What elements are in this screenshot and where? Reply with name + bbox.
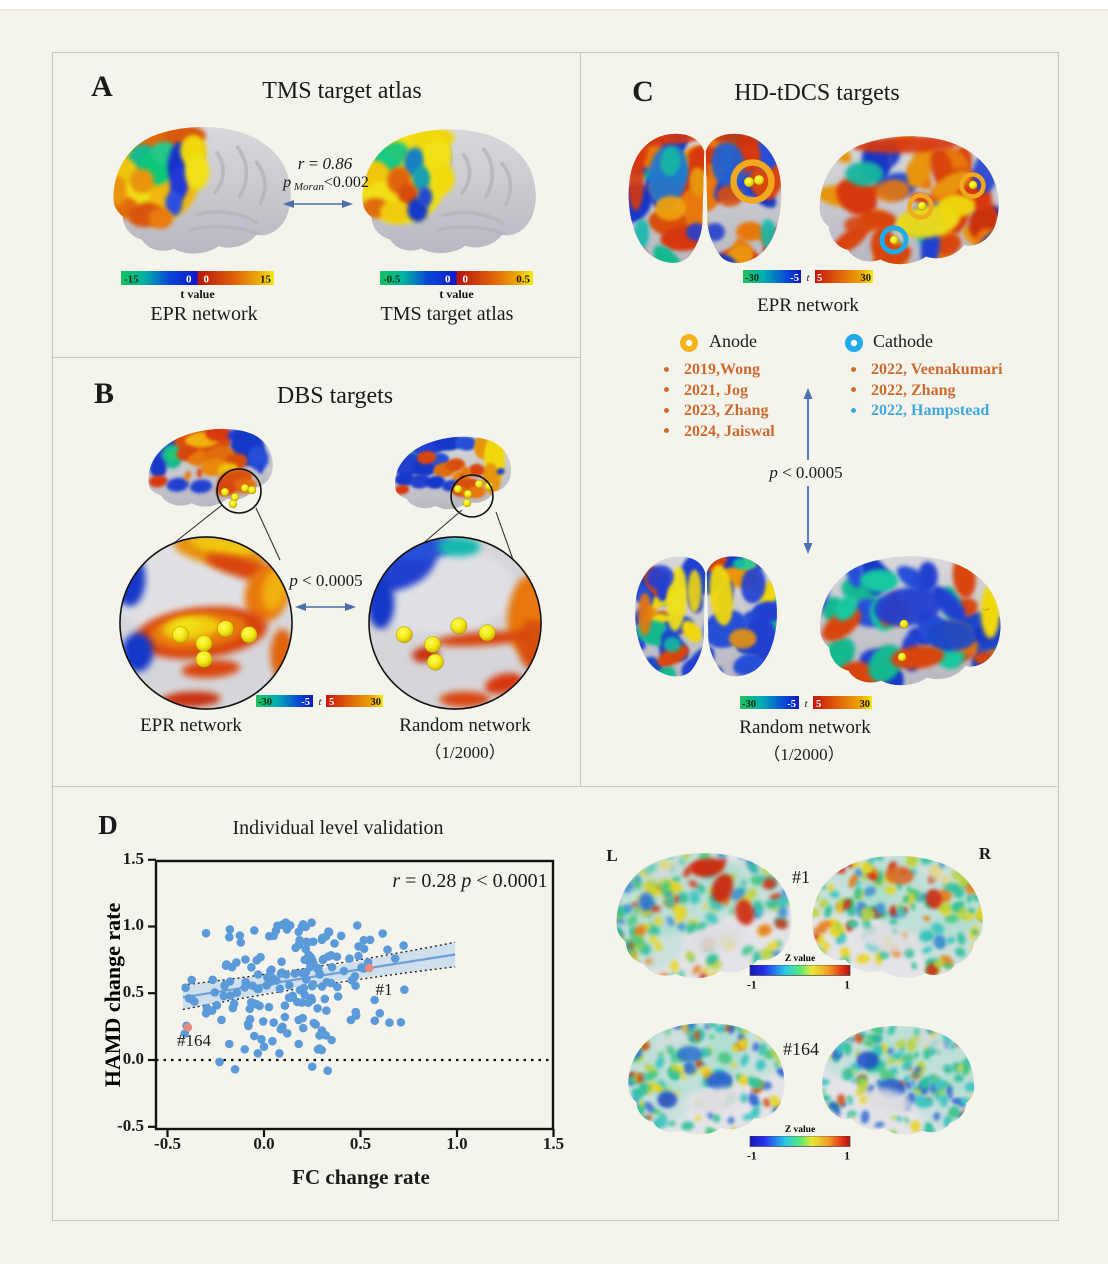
svg-text:-30: -30 bbox=[745, 273, 759, 283]
svg-text:-5: -5 bbox=[790, 273, 799, 283]
svg-text:t: t bbox=[318, 696, 322, 707]
svg-text:0: 0 bbox=[463, 274, 469, 286]
svg-text:-30: -30 bbox=[258, 697, 272, 707]
svg-text:0: 0 bbox=[204, 274, 210, 286]
svg-text:-15: -15 bbox=[124, 274, 139, 286]
svg-text:-1: -1 bbox=[747, 1151, 757, 1163]
svg-text:t: t bbox=[804, 698, 808, 709]
svg-text:0: 0 bbox=[445, 274, 451, 286]
svg-text:-1: -1 bbox=[747, 980, 757, 992]
svg-text:t: t bbox=[806, 272, 810, 283]
svg-text:-0.5: -0.5 bbox=[383, 274, 401, 286]
svg-text:15: 15 bbox=[260, 274, 272, 286]
svg-text:5: 5 bbox=[817, 273, 822, 283]
svg-text:-5: -5 bbox=[787, 699, 796, 709]
svg-text:30: 30 bbox=[371, 697, 382, 707]
svg-text:5: 5 bbox=[329, 697, 334, 707]
svg-text:30: 30 bbox=[860, 699, 871, 709]
svg-text:0: 0 bbox=[186, 274, 192, 286]
svg-text:-5: -5 bbox=[301, 697, 310, 707]
svg-text:5: 5 bbox=[816, 699, 821, 709]
svg-text:t value: t value bbox=[439, 287, 474, 301]
svg-text:30: 30 bbox=[861, 273, 872, 283]
svg-text:1: 1 bbox=[844, 1151, 850, 1163]
svg-text:0.5: 0.5 bbox=[516, 274, 530, 286]
svg-text:-30: -30 bbox=[742, 699, 756, 709]
svg-text:t value: t value bbox=[180, 287, 215, 301]
svg-text:1: 1 bbox=[844, 980, 850, 992]
